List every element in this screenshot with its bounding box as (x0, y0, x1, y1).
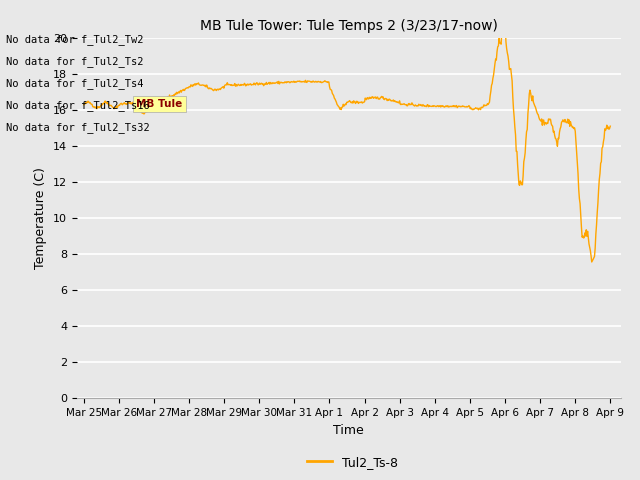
Tul2_Ts-8 (141, 109, 149, 115)
Text: MB Tule: MB Tule (136, 99, 182, 109)
Legend: Tul2_Ts-8: Tul2_Ts-8 (301, 451, 403, 474)
Text: No data for f_Tul2_Ts16: No data for f_Tul2_Ts16 (6, 100, 150, 111)
Tul2_Ts-8 (80, 102, 88, 108)
Tul2_Ts-8 (264, 80, 272, 86)
Tul2_Ts-8 (607, 123, 614, 129)
Tul2_Ts-8 (431, 103, 438, 109)
Tul2_Ts-8 (588, 259, 596, 265)
X-axis label: Time: Time (333, 424, 364, 437)
Text: No data for f_Tul2_Tw2: No data for f_Tul2_Tw2 (6, 34, 144, 45)
Title: MB Tule Tower: Tule Temps 2 (3/23/17-now): MB Tule Tower: Tule Temps 2 (3/23/17-now… (200, 19, 498, 33)
Text: No data for f_Tul2_Ts32: No data for f_Tul2_Ts32 (6, 122, 150, 133)
Text: No data for f_Tul2_Ts2: No data for f_Tul2_Ts2 (6, 56, 144, 67)
Line: Tul2_Ts-8: Tul2_Ts-8 (84, 27, 611, 262)
Tul2_Ts-8 (401, 102, 409, 108)
Text: No data for f_Tul2_Ts4: No data for f_Tul2_Ts4 (6, 78, 144, 89)
Tul2_Ts-8 (285, 79, 292, 84)
Y-axis label: Temperature (C): Temperature (C) (35, 168, 47, 269)
Tul2_Ts-8 (239, 82, 246, 87)
Tul2_Ts-8 (501, 24, 509, 30)
